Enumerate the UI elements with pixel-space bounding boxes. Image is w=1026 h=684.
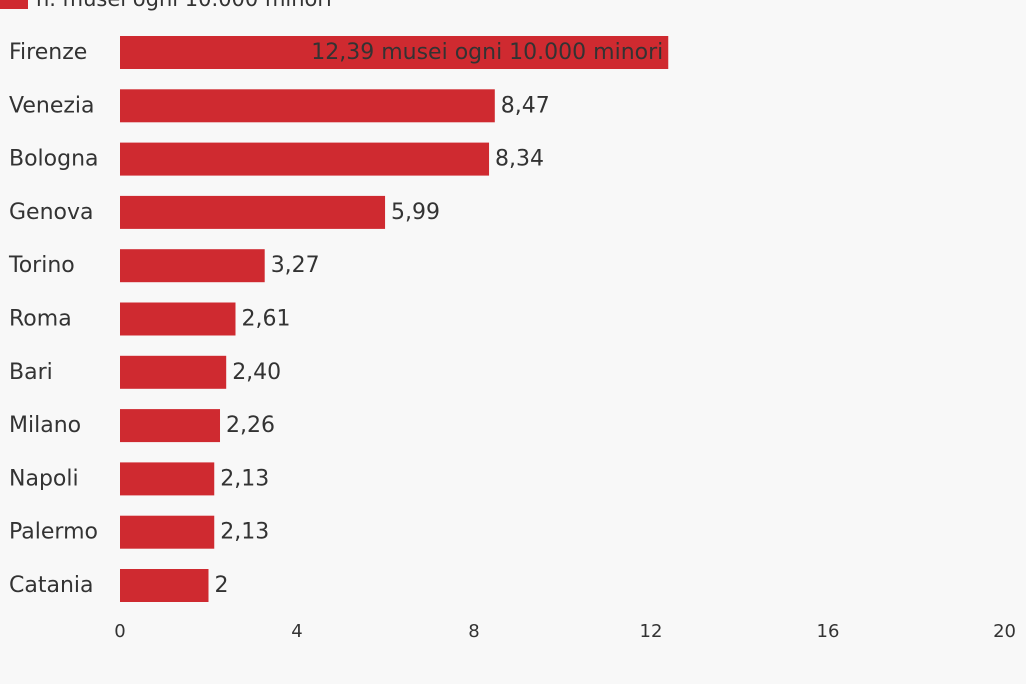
- bar-milano: [120, 409, 221, 443]
- category-label: Catania: [9, 573, 94, 598]
- value-label: 2,26: [226, 413, 275, 438]
- value-label: 8,47: [501, 93, 550, 118]
- category-label: Firenze: [9, 40, 87, 65]
- bar-bologna: [120, 142, 490, 176]
- bar-genova: [120, 195, 386, 229]
- x-tick-label: 20: [993, 621, 1016, 642]
- value-label: 2,61: [241, 307, 290, 332]
- category-label: Roma: [9, 307, 72, 332]
- value-label: 2,40: [232, 360, 281, 385]
- x-tick-label: 16: [817, 621, 840, 642]
- value-label: 2,13: [220, 466, 269, 491]
- bar-napoli: [120, 462, 215, 496]
- bar-bari: [120, 355, 227, 389]
- x-tick-label: 12: [640, 621, 663, 642]
- category-label: Palermo: [9, 520, 98, 545]
- category-label: Bari: [9, 360, 53, 385]
- bar-palermo: [120, 515, 215, 549]
- category-label: Venezia: [9, 93, 95, 118]
- legend-label: n. musei ogni 10.000 minori: [36, 0, 332, 11]
- category-label: Bologna: [9, 147, 99, 172]
- value-label: 3,27: [271, 253, 320, 278]
- chart-legend: n. musei ogni 10.000 minori: [0, 0, 332, 12]
- legend-swatch: [0, 0, 28, 9]
- bar-torino: [120, 249, 265, 283]
- value-label: 2: [215, 573, 229, 598]
- category-label: Torino: [8, 253, 75, 278]
- category-label: Milano: [9, 413, 81, 438]
- category-label: Genova: [9, 200, 94, 225]
- bar-firenze: [120, 36, 669, 69]
- value-label: 8,34: [495, 147, 544, 172]
- category-label: Napoli: [9, 466, 79, 491]
- x-tick-label: 0: [114, 621, 125, 642]
- x-tick-label: 4: [291, 621, 302, 642]
- value-label: 12,39 musei ogni 10.000 minori: [311, 40, 663, 65]
- value-label: 2,13: [220, 520, 269, 545]
- bar-catania: [120, 569, 209, 602]
- bar-roma: [120, 302, 236, 336]
- value-label: 5,99: [391, 200, 440, 225]
- x-tick-label: 8: [468, 621, 479, 642]
- bar-venezia: [120, 89, 495, 123]
